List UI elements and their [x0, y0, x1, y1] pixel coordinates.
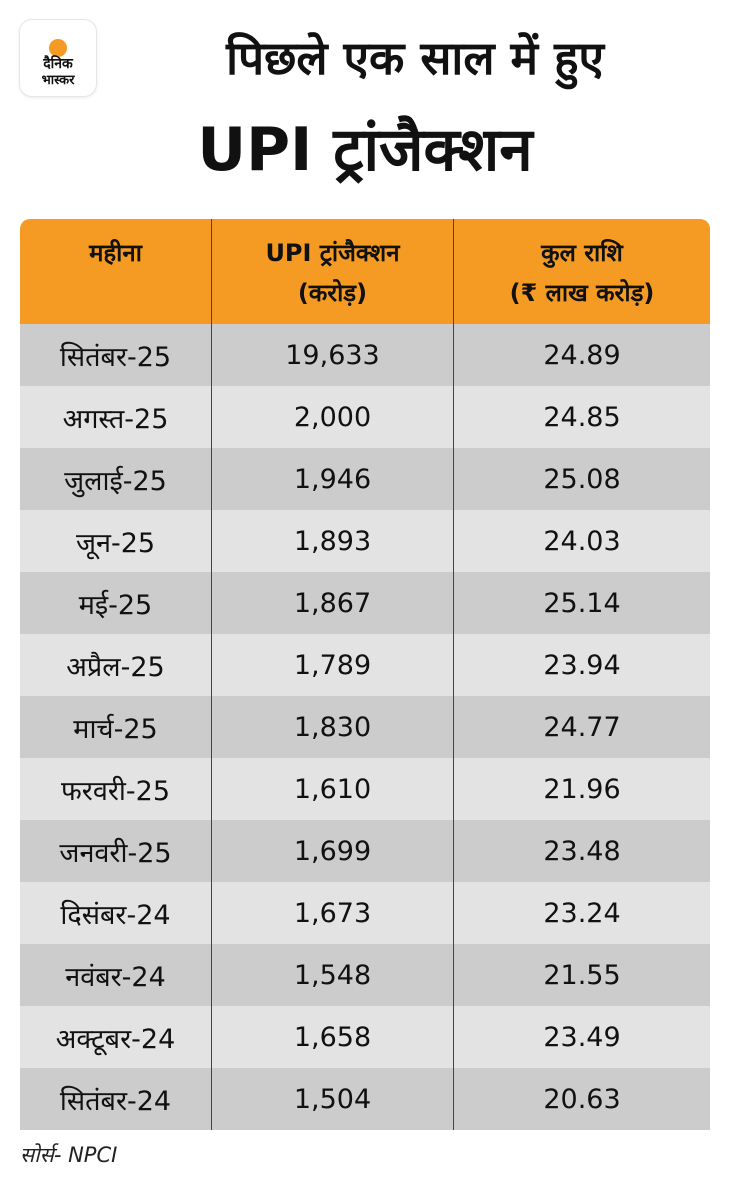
month-cell: मई-25 — [78, 589, 153, 621]
table-row: अप्रैल-25 1,789 23.94 — [20, 634, 710, 696]
month-cell: मार्च-25 — [73, 713, 158, 745]
column-header-month-label: महीना — [89, 239, 142, 267]
transactions-cell: 2,000 — [211, 386, 453, 448]
sun-icon — [49, 39, 67, 57]
month-cell: फरवरी-25 — [60, 775, 170, 807]
transactions-cell: 1,867 — [211, 572, 453, 634]
column-header-amount-unit: (₹ लाख करोड़) — [509, 279, 655, 307]
table-body: सितंबर-25 19,633 24.89 अगस्त-25 2,000 24.85 जु… — [20, 324, 710, 1130]
table-row: अगस्त-25 2,000 24.85 — [20, 386, 710, 448]
transactions-cell: 1,548 — [211, 944, 453, 1006]
page-title-line-1: पिछले एक साल में हुए — [226, 31, 604, 85]
month-cell: जून-25 — [75, 527, 156, 559]
transactions-cell: 1,699 — [211, 820, 453, 882]
logo-line-1: दैनिक — [42, 55, 74, 72]
month-cell: दिसंबर-24 — [60, 899, 171, 931]
amount-cell: 24.03 — [453, 510, 710, 572]
source-note: सोर्स- NPCI — [20, 1143, 118, 1167]
amount-cell: 23.49 — [453, 1006, 710, 1068]
amount-cell: 21.96 — [453, 758, 710, 820]
month-cell: अक्टूबर-24 — [55, 1023, 176, 1055]
column-header-month: महीना — [20, 219, 211, 324]
transactions-cell: 1,504 — [211, 1068, 453, 1130]
amount-cell: 23.94 — [453, 634, 710, 696]
table-header: महीना UPI ट्रांजैक्शन (करोड़) कुल राशि (… — [20, 219, 710, 324]
table-row: फरवरी-25 1,610 21.96 — [20, 758, 710, 820]
amount-cell: 25.14 — [453, 572, 710, 634]
logo-graphic: दैनिक भास्कर — [42, 39, 76, 88]
column-header-transactions-label: UPI ट्रांजैक्शन — [265, 239, 400, 267]
column-header-amount: कुल राशि (₹ लाख करोड़) — [453, 219, 710, 324]
table-row: जून-25 1,893 24.03 — [20, 510, 710, 572]
amount-cell: 25.08 — [453, 448, 710, 510]
upi-transactions-table: महीना UPI ट्रांजैक्शन (करोड़) कुल राशि (… — [20, 219, 710, 1130]
table-row: जनवरी-25 1,699 23.48 — [20, 820, 710, 882]
month-cell: अगस्त-25 — [62, 403, 169, 435]
table-row: मई-25 1,867 25.14 — [20, 572, 710, 634]
month-cell: जनवरी-25 — [59, 837, 172, 869]
transactions-cell: 1,673 — [211, 882, 453, 944]
transactions-cell: 19,633 — [211, 324, 453, 386]
table-row: जुलाई-25 1,946 25.08 — [20, 448, 710, 510]
logo-line-2: भास्कर — [42, 73, 76, 88]
page-title-line-2: UPI ट्रांजैक्शन — [197, 115, 533, 185]
month-cell: सितंबर-25 — [59, 341, 172, 373]
transactions-cell: 1,946 — [211, 448, 453, 510]
amount-cell: 20.63 — [453, 1068, 710, 1130]
column-header-transactions-unit: (करोड़) — [297, 279, 368, 307]
month-cell: नवंबर-24 — [65, 961, 166, 993]
transactions-cell: 1,830 — [211, 696, 453, 758]
table-row: दिसंबर-24 1,673 23.24 — [20, 882, 710, 944]
table-row: नवंबर-24 1,548 21.55 — [20, 944, 710, 1006]
amount-cell: 24.85 — [453, 386, 710, 448]
dainik-bhaskar-logo: दैनिक भास्कर — [20, 20, 96, 96]
month-cell: अप्रैल-25 — [66, 651, 165, 683]
transactions-cell: 1,789 — [211, 634, 453, 696]
table-row: सितंबर-25 19,633 24.89 — [20, 324, 710, 386]
month-cell: जुलाई-25 — [64, 465, 167, 497]
transactions-cell: 1,658 — [211, 1006, 453, 1068]
amount-cell: 21.55 — [453, 944, 710, 1006]
table-row: मार्च-25 1,830 24.77 — [20, 696, 710, 758]
transactions-cell: 1,893 — [211, 510, 453, 572]
amount-cell: 24.77 — [453, 696, 710, 758]
amount-cell: 23.48 — [453, 820, 710, 882]
amount-cell: 24.89 — [453, 324, 710, 386]
column-header-amount-label: कुल राशि — [541, 239, 623, 267]
table-row: अक्टूबर-24 1,658 23.49 — [20, 1006, 710, 1068]
transactions-cell: 1,610 — [211, 758, 453, 820]
column-header-transactions: UPI ट्रांजैक्शन (करोड़) — [211, 219, 453, 324]
month-cell: सितंबर-24 — [59, 1085, 172, 1117]
amount-cell: 23.24 — [453, 882, 710, 944]
table-row: सितंबर-24 1,504 20.63 — [20, 1068, 710, 1130]
